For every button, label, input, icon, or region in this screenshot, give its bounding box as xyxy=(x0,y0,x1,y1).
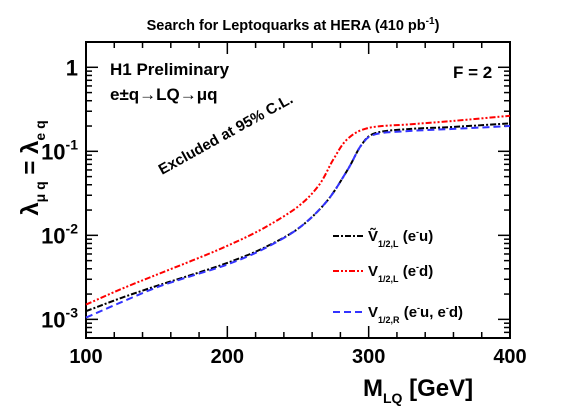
x-axis-label: MLQ [GeV] xyxy=(363,375,473,406)
curve-v-12l xyxy=(85,114,511,306)
chart-title: Search for Leptoquarks at HERA (410 pb-1… xyxy=(147,16,440,34)
y-axis-label: λμ q = λe q xyxy=(17,120,48,215)
plot-frame xyxy=(85,41,511,339)
y-tick-label: 1 xyxy=(66,55,78,80)
x-tick-label: 200 xyxy=(211,346,244,368)
y-tick-label: 10-1 xyxy=(41,136,78,164)
tick-labels: 100 200 300 400 10-3 10-2 10-1 1 xyxy=(41,55,527,368)
fermion-number-label: F = 2 xyxy=(453,63,492,82)
y-tick-label: 10-3 xyxy=(41,304,78,332)
legend-label-v-12r: V1/2,R (e-u, e-d) xyxy=(368,303,463,325)
curve-v-12r xyxy=(85,125,511,319)
axis-ticks xyxy=(85,41,511,339)
x-tick-label: 400 xyxy=(493,346,526,368)
legend: Ṽ1/2,L (e-u) V1/2,L (e-d) V1/2,R (e-u, e… xyxy=(333,227,463,325)
x-tick-label: 300 xyxy=(352,346,385,368)
legend-label-v-12l: V1/2,L (e-d) xyxy=(368,262,433,284)
process-label: e±q→LQ→μq xyxy=(110,85,218,104)
y-tick-label: 10-2 xyxy=(41,220,78,248)
curves xyxy=(85,114,511,319)
x-tick-label: 100 xyxy=(69,346,102,368)
curve-vtilde-12l xyxy=(85,122,511,313)
experiment-label: H1 Preliminary xyxy=(110,60,230,79)
legend-label-vtilde-12l: Ṽ1/2,L (e-u) xyxy=(368,227,433,249)
